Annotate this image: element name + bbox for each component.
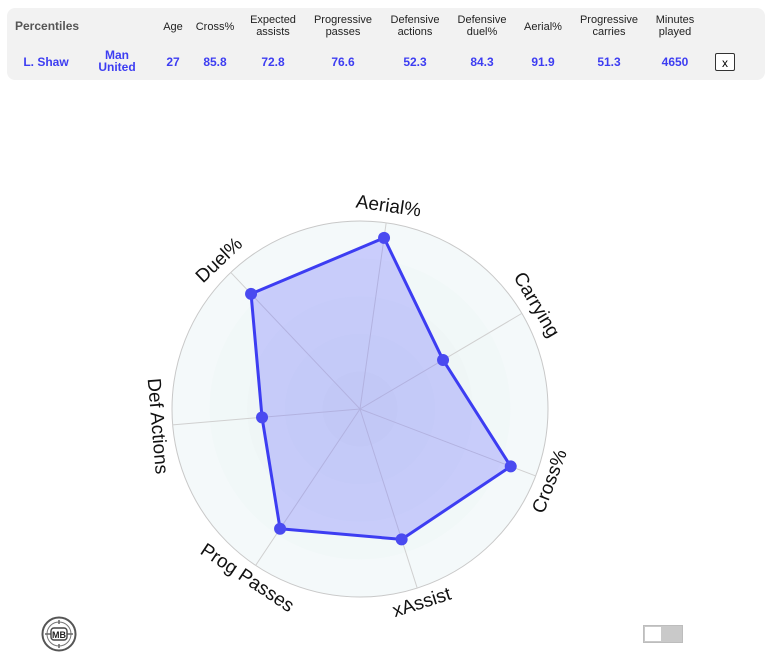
- mode-toggle[interactable]: [643, 625, 683, 643]
- radar-point-6[interactable]: [245, 287, 258, 300]
- radar-series-area: [249, 236, 513, 541]
- mb-logo: MB: [41, 616, 77, 652]
- aerial-value: 91.9: [531, 55, 555, 69]
- percentiles-header: Percentiles: [15, 19, 80, 33]
- progressive-passes-header: Progressive passes: [313, 14, 373, 38]
- expected-assists-header: Expected assists: [250, 14, 296, 38]
- radar-points: [245, 231, 517, 546]
- radar-spoke-3: [359, 408, 418, 589]
- radar-point-0[interactable]: [378, 231, 391, 244]
- defensive-duel-header: Defensive duel%: [457, 14, 507, 38]
- radar-point-4[interactable]: [274, 522, 287, 535]
- age-value: 27: [166, 55, 180, 69]
- defensive-actions-header: Defensive actions: [390, 14, 440, 38]
- radar-point-2[interactable]: [504, 460, 517, 473]
- progressive-carries-header: Progressive carries: [579, 14, 639, 38]
- expected-assists-value: 72.8: [261, 55, 285, 69]
- radar-spoke-0: [359, 222, 387, 410]
- team-name: Man United: [98, 48, 136, 74]
- radar-axis-label-5: Def Actions: [143, 377, 172, 475]
- radar-point-3[interactable]: [395, 533, 408, 546]
- aerial-header: Aerial%: [524, 21, 562, 33]
- toggle-knob: [645, 627, 661, 641]
- progressive-passes-value: 76.6: [331, 55, 355, 69]
- minutes-played-value: 4650: [661, 55, 689, 69]
- defensive-duel-value: 84.3: [470, 55, 494, 69]
- close-button[interactable]: x: [715, 53, 735, 71]
- radar-point-5[interactable]: [256, 411, 269, 424]
- age-header: Age: [163, 21, 183, 33]
- radar-point-1[interactable]: [437, 353, 450, 366]
- radar-area: [249, 236, 513, 541]
- radar-axis-label-0: Aerial%: [355, 192, 423, 222]
- radar-spoke-4: [255, 408, 361, 566]
- progressive-carries-value: 51.3: [597, 55, 621, 69]
- minutes-played-header: Minutes played: [655, 14, 695, 38]
- cross-header: Cross%: [195, 21, 235, 33]
- defensive-actions-value: 52.3: [403, 55, 427, 69]
- svg-text:MB: MB: [52, 630, 66, 640]
- percentiles-table: Percentiles Age Cross% Expected assists P…: [7, 8, 765, 80]
- player-name[interactable]: L. Shaw: [23, 55, 69, 69]
- cross-value: 85.8: [203, 55, 227, 69]
